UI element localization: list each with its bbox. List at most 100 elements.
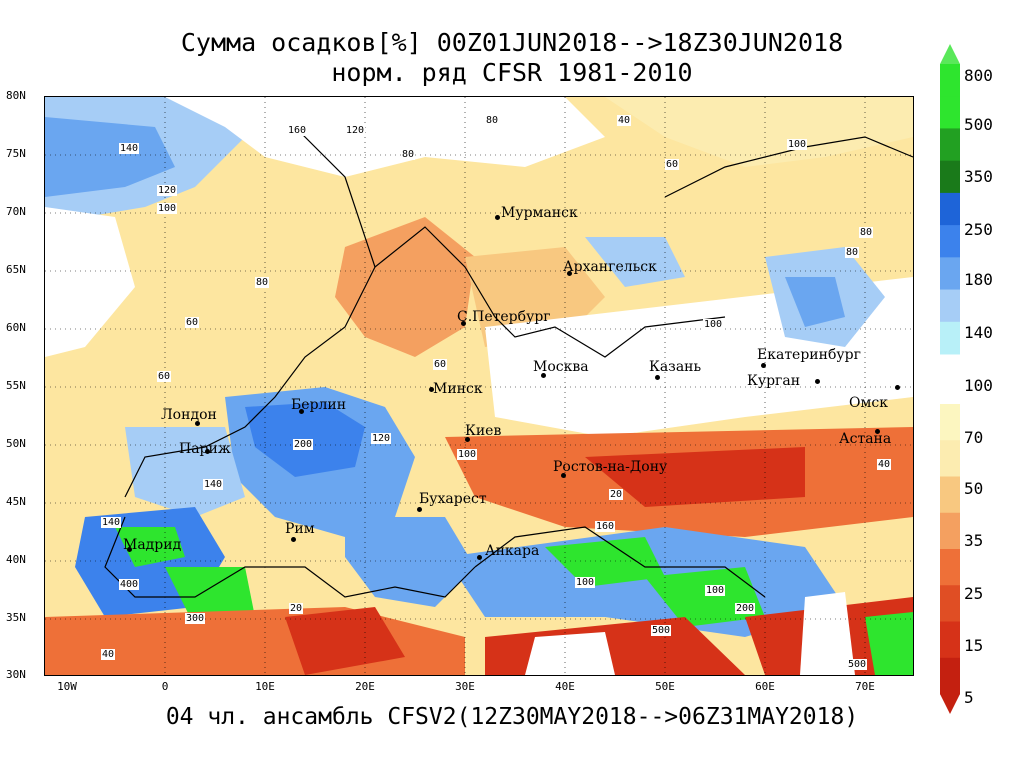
city-label: Мадрид (123, 537, 182, 553)
contour-label: 60 (157, 371, 172, 382)
contour-label: 100 (705, 585, 726, 596)
lat-label: 30N (6, 668, 26, 681)
colorbar-label: 100 (964, 376, 993, 395)
lat-label: 70N (6, 205, 26, 218)
city-marker (561, 473, 566, 478)
colorbar-segment (940, 257, 960, 291)
city-label: Ростов-на-Дону (553, 459, 668, 475)
city-marker (477, 555, 482, 560)
city-marker (461, 321, 466, 326)
contour-label: 60 (433, 359, 448, 370)
lon-label: 40E (555, 680, 575, 693)
lon-label: 70E (855, 680, 875, 693)
colorbar-label: 250 (964, 220, 993, 239)
city-label: Мурманск (501, 205, 578, 221)
colorbar-label: 500 (964, 115, 993, 134)
colorbar-label: 15 (964, 636, 984, 655)
lat-label: 80N (6, 89, 26, 102)
contour-label: 140 (119, 143, 140, 154)
city-marker (761, 363, 766, 368)
colorbar-segment (940, 64, 960, 97)
contour-label: 100 (703, 319, 724, 330)
lon-label: 50E (655, 680, 675, 693)
colorbar-segment (940, 96, 960, 129)
colorbar (940, 44, 960, 714)
lat-label: 75N (6, 147, 26, 160)
contour-label: 100 (157, 203, 178, 214)
contour-label: 20 (609, 489, 624, 500)
city-marker (417, 507, 422, 512)
contour-label: 20 (289, 603, 304, 614)
colorbar-segment (940, 585, 960, 622)
colorbar-label: 180 (964, 270, 993, 289)
city-label: Киев (465, 423, 502, 439)
city-label: Екатеринбург (757, 347, 861, 363)
colorbar-segment (940, 549, 960, 586)
contour-label: 200 (735, 603, 756, 614)
contour-label: 500 (651, 625, 672, 636)
city-marker (429, 387, 434, 392)
city-label: Архангельск (563, 259, 657, 275)
contour-label: 60 (665, 159, 680, 170)
colorbar-label: 50 (964, 479, 984, 498)
lon-label: 10E (255, 680, 275, 693)
city-marker (895, 385, 900, 390)
contour-label: 500 (847, 659, 868, 670)
contour-label: 160 (595, 521, 616, 532)
contour-label: 120 (345, 125, 366, 136)
precipitation-map: 160 120 80 40 140 120 100 80 60 100 80 6… (44, 96, 914, 676)
city-marker (291, 537, 296, 542)
city-label: Рим (285, 521, 315, 537)
contour-label: 40 (617, 115, 632, 126)
city-marker (875, 429, 880, 434)
city-label: Анкара (485, 543, 540, 559)
city-label: С.Петербург (457, 309, 551, 325)
colorbar-segment (940, 657, 960, 695)
city-label: Астана (839, 431, 892, 447)
lon-label: 20E (355, 680, 375, 693)
city-label: Омск (849, 395, 888, 411)
lat-label: 65N (6, 263, 26, 276)
colorbar-label: 25 (964, 584, 984, 603)
city-marker (205, 449, 210, 454)
colorbar-top-arrow (940, 44, 960, 64)
city-label: Казань (649, 359, 702, 375)
city-marker (541, 373, 546, 378)
contour-label: 40 (877, 459, 892, 470)
contour-label: 80 (859, 227, 874, 238)
city-label: Москва (533, 359, 589, 375)
colorbar-bottom-arrow (940, 694, 960, 714)
city-marker (127, 547, 132, 552)
colorbar-segment (940, 289, 960, 323)
city-marker (815, 379, 820, 384)
contour-label: 120 (371, 433, 392, 444)
lat-label: 35N (6, 611, 26, 624)
lat-label: 50N (6, 437, 26, 450)
contour-label: 200 (293, 439, 314, 450)
lat-label: 40N (6, 553, 26, 566)
colorbar-segment (940, 225, 960, 258)
colorbar-label: 140 (964, 323, 993, 342)
map-title: Сумма осадков[%] 00Z01JUN2018-->18Z30JUN… (180, 28, 844, 57)
contour-label: 80 (255, 277, 270, 288)
colorbar-segment (940, 321, 960, 355)
lat-label: 55N (6, 379, 26, 392)
city-label: Бухарест (419, 491, 487, 507)
contour-label: 140 (101, 517, 122, 528)
contour-label: 100 (575, 577, 596, 588)
colorbar-segment (940, 440, 960, 477)
colorbar-segment (940, 512, 960, 550)
contour-label: 120 (157, 185, 178, 196)
city-marker (299, 409, 304, 414)
colorbar-segment (940, 160, 960, 194)
lat-label: 60N (6, 321, 26, 334)
contour-label: 100 (787, 139, 808, 150)
city-label: Курган (747, 373, 801, 389)
city-marker (567, 271, 572, 276)
colorbar-segment (940, 192, 960, 226)
contour-label: 80 (845, 247, 860, 258)
contour-label: 80 (401, 149, 416, 160)
contour-label: 40 (101, 649, 116, 660)
contour-label: 80 (485, 115, 500, 126)
contour-label: 100 (457, 449, 478, 460)
